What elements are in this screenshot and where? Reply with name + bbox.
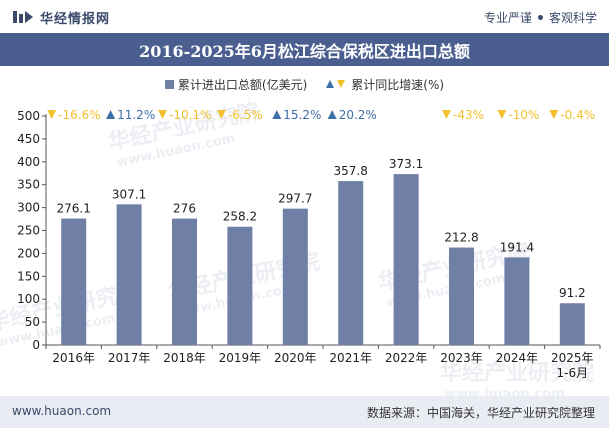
bar-value-label: 357.8 [334,164,368,178]
growth-value-label: -0.4% [560,108,595,122]
growth-value-label: -6.5% [228,108,263,122]
x-tick-label: 2019年 [219,351,262,365]
brand-name: 华经情报网 [40,11,111,27]
x-tick-label: 2024年 [496,351,539,365]
watermark-url: www.huaon.com [444,387,565,396]
bar-value-label: 191.4 [500,240,534,254]
footer-site-link[interactable]: www.huaon.com [12,404,112,418]
growth-value-label: -43% [453,108,484,122]
growth-down-arrow-icon [549,110,559,119]
footer: www.huaon.com 数据来源：中国海关，华经产业研究院整理 [0,396,609,428]
x-tick-label: 2025年 [551,351,594,365]
bar[interactable] [172,218,197,345]
chart-canvas: 华经产业研究院www.huaon.com华经产业研究院www.huaon.com… [0,98,601,396]
growth-value-label: -16.6% [58,108,100,122]
chart-title: 2016-2025年6月松江综合保税区进出口总额 [139,41,470,61]
bar-value-label: 276.1 [57,202,91,216]
chart-legend: 累计进出口总额(亿美元) 累计同比增速(%) [0,74,609,94]
title-bar: 2016-2025年6月松江综合保税区进出口总额 [0,33,609,66]
growth-value-label: -10% [508,108,539,122]
legend-item-growth[interactable]: 累计同比增速(%) [325,76,444,93]
bar-value-label: 307.1 [112,187,146,201]
growth-down-arrow-icon [47,110,57,119]
tagline: 专业严谨 客观科学 [484,9,597,26]
y-tick-label: 0 [32,338,40,352]
growth-value-label: 11.2% [117,108,155,122]
tagline-left: 专业严谨 [483,11,532,25]
bar-value-label: 373.1 [389,157,423,171]
y-tick-label: 350 [17,178,40,192]
legend-bar-label: 累计进出口总额(亿美元) [177,77,308,92]
bar-value-label: 258.2 [223,210,257,224]
legend-growth-arrows-icon [326,80,346,88]
footer-source: 数据来源：中国海关，华经产业研究院整理 [366,406,595,420]
x-tick-label: 2017年 [108,351,151,365]
y-tick-label: 300 [17,201,40,215]
growth-down-arrow-icon [158,110,167,119]
y-tick-label: 200 [17,246,40,260]
growth-series: -16.6% 11.2% -10.1% -6.5% 15.2% 20.2% -43% -10%… [47,108,595,122]
y-tick-label: 500 [17,109,40,123]
bar[interactable] [282,208,308,345]
tagline-right: 客观科学 [548,11,597,25]
x-tick-label: 2016年 [52,351,95,365]
bar[interactable] [449,247,474,345]
x-tick-label: 2021年 [329,351,372,365]
legend-item-bar[interactable]: 累计进出口总额(亿美元) [164,76,308,93]
legend-growth-label: 累计同比增速(%) [351,77,445,92]
x-tick-label: 2023年 [440,351,483,365]
growth-value-label: 15.2% [283,108,321,122]
bar[interactable] [393,174,419,345]
y-tick-label: 50 [25,315,40,329]
x-tick-label: 2022年 [385,351,428,365]
bar-value-label: 297.7 [278,192,312,206]
brand-logo-icon [13,11,33,23]
growth-value-label: 20.2% [339,108,377,122]
x-tick-label: 1-6月 [556,366,588,380]
y-tick-label: 150 [17,269,40,283]
bar-series: 276.1 307.1 276 258.2 297.7 357.8 373.1 212.8 19… [57,157,586,345]
growth-down-arrow-icon [442,110,451,119]
x-tick-label: 2018年 [163,351,206,365]
bar[interactable] [338,181,364,345]
brand[interactable]: 华经情报网 [12,8,111,27]
bar[interactable] [559,303,585,345]
bar[interactable] [61,218,87,345]
growth-down-arrow-icon [216,110,226,119]
legend-bar-swatch-icon [164,79,174,89]
bar-value-label: 212.8 [444,231,478,245]
y-tick-label: 100 [17,292,40,306]
bar[interactable] [504,257,530,345]
watermark-text: 华经产业研究院 [440,360,594,386]
growth-up-arrow-icon [106,110,116,119]
y-tick-label: 250 [17,224,40,238]
bar[interactable] [116,204,142,345]
y-tick-label: 400 [17,155,40,169]
bar-value-label: 91.2 [559,286,586,300]
top-bar: 华经情报网 专业严谨 客观科学 [0,0,609,33]
bar[interactable] [227,226,253,345]
x-tick-label: 2020年 [274,351,317,365]
growth-down-arrow-icon [497,110,507,119]
growth-value-label: -10.1% [169,108,211,122]
growth-up-arrow-icon [272,110,282,119]
y-tick-label: 450 [17,132,40,146]
growth-up-arrow-icon [327,110,337,119]
bar-value-label: 276 [173,202,196,216]
tagline-dot-icon [537,15,543,20]
